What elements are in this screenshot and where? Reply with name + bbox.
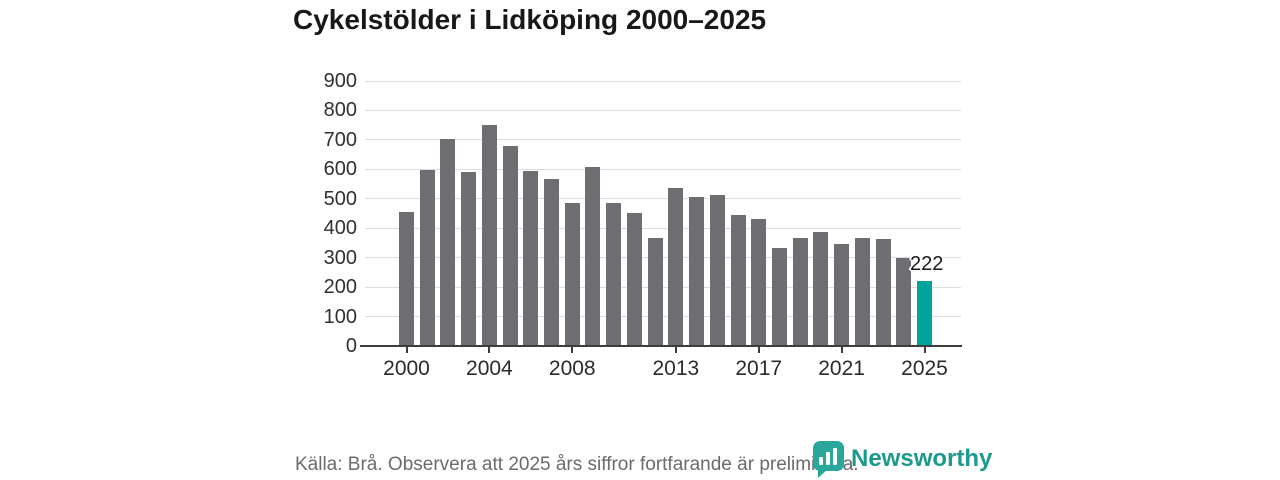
x-axis-tick (757, 347, 760, 353)
bar-2004 (481, 125, 497, 346)
bar-chart-icon (826, 452, 830, 465)
y-axis-label: 600 (323, 158, 357, 181)
gridline (365, 139, 961, 141)
x-axis-label: 2017 (735, 357, 783, 380)
bar-2021 (834, 244, 850, 346)
y-axis-label: 200 (323, 276, 357, 299)
gridline (365, 198, 961, 200)
bar-2014 (689, 197, 705, 346)
gridline (365, 257, 961, 259)
y-axis-label: 800 (323, 99, 357, 122)
bar-2022 (854, 238, 870, 346)
bar-2011 (626, 213, 642, 346)
x-axis-tick (488, 347, 491, 353)
y-axis-label: 100 (323, 305, 357, 328)
bar-2012 (647, 238, 663, 346)
bar-2008 (564, 203, 580, 346)
y-axis-label: 400 (323, 217, 357, 240)
x-axis-label: 2000 (383, 357, 430, 380)
x-axis-tick (840, 347, 843, 353)
bar-2005 (502, 146, 518, 346)
y-axis-label: 300 (323, 246, 357, 269)
speech-bubble-tail (818, 470, 827, 478)
bar-2024 (896, 258, 912, 346)
gridline (365, 109, 961, 111)
y-axis-label: 0 (345, 335, 357, 357)
gridline (365, 168, 961, 170)
bar-2013 (668, 188, 684, 346)
bar-2018 (771, 248, 787, 346)
bar-2007 (544, 179, 560, 346)
bar-2016 (730, 215, 746, 346)
x-axis-line (360, 345, 962, 347)
newsworthy-wordmark: Newsworthy (851, 445, 993, 472)
x-axis-label: 2025 (901, 357, 948, 380)
x-axis-label: 2008 (548, 357, 596, 380)
chart-title: Cykelstölder i Lidköping 2000–2025 (293, 4, 767, 35)
y-axis-label: 500 (323, 187, 357, 210)
x-axis-label: 2004 (466, 357, 513, 380)
bar-2025 (917, 281, 932, 346)
bar-2010 (606, 203, 622, 346)
x-axis-label: 2013 (652, 357, 700, 380)
y-axis-label: 700 (323, 128, 357, 151)
x-axis-tick (674, 347, 677, 353)
speech-bubble-icon (813, 441, 844, 478)
bar-chart-icon (819, 457, 823, 465)
bar-chart-icon (833, 448, 837, 465)
gridline (365, 286, 961, 288)
x-axis-tick (571, 347, 574, 353)
gridline (365, 80, 961, 82)
bar-2002 (440, 139, 456, 346)
bar-2003 (461, 172, 477, 346)
bar-2000 (399, 212, 414, 346)
bar-2017 (751, 219, 767, 346)
source-note: Källa: Brå. Observera att 2025 års siffr… (295, 454, 859, 475)
gridline (365, 316, 961, 318)
newsworthy-logo: Newsworthy (813, 441, 993, 478)
value-label: 222 (910, 253, 944, 275)
x-axis-label: 2021 (818, 357, 865, 380)
bar-2015 (709, 195, 725, 346)
bar-2023 (875, 239, 891, 346)
bar-2009 (585, 167, 601, 346)
x-axis-tick (923, 347, 926, 353)
bar-2001 (419, 170, 435, 346)
bar-2006 (523, 171, 539, 346)
gridline (365, 227, 961, 229)
bar-2020 (813, 232, 829, 346)
y-axis-label: 900 (323, 70, 357, 92)
bar-2019 (792, 238, 808, 346)
x-axis-tick (405, 347, 408, 353)
